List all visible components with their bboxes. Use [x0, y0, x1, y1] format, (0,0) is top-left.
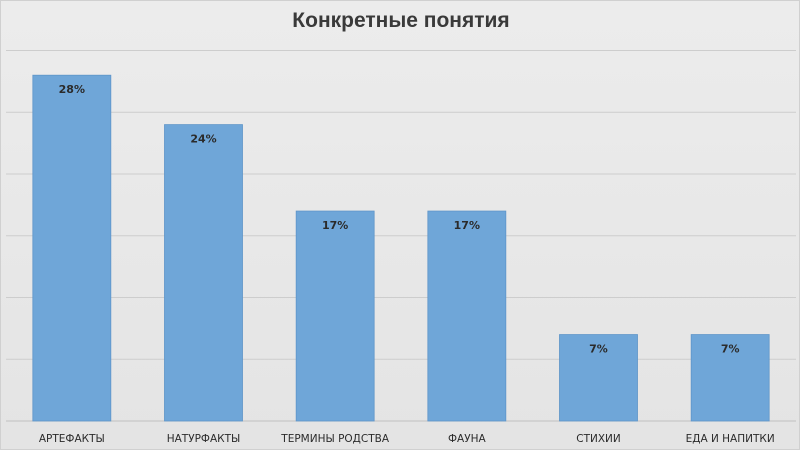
category-label: АРТЕФАКТЫ	[39, 433, 105, 445]
data-label: 7%	[589, 343, 608, 356]
bar	[559, 334, 638, 422]
data-label: 28%	[59, 83, 85, 96]
data-label: 17%	[322, 219, 348, 232]
bar	[164, 124, 243, 422]
data-label: 24%	[190, 133, 216, 146]
chart-title: Конкретные понятия	[292, 9, 510, 32]
bar	[295, 210, 375, 422]
category-label: ЕДА И НАПИТКИ	[686, 433, 775, 445]
category-label: ТЕРМИНЫ РОДСТВА	[280, 433, 390, 445]
bar	[32, 74, 112, 422]
bar	[427, 210, 507, 422]
category-label: СТИХИИ	[576, 433, 621, 445]
category-label: ФАУНА	[448, 433, 487, 445]
bar	[690, 334, 770, 422]
category-label: НАТУРФАКТЫ	[167, 433, 241, 445]
data-label: 7%	[721, 343, 740, 356]
data-label: 17%	[454, 219, 480, 232]
